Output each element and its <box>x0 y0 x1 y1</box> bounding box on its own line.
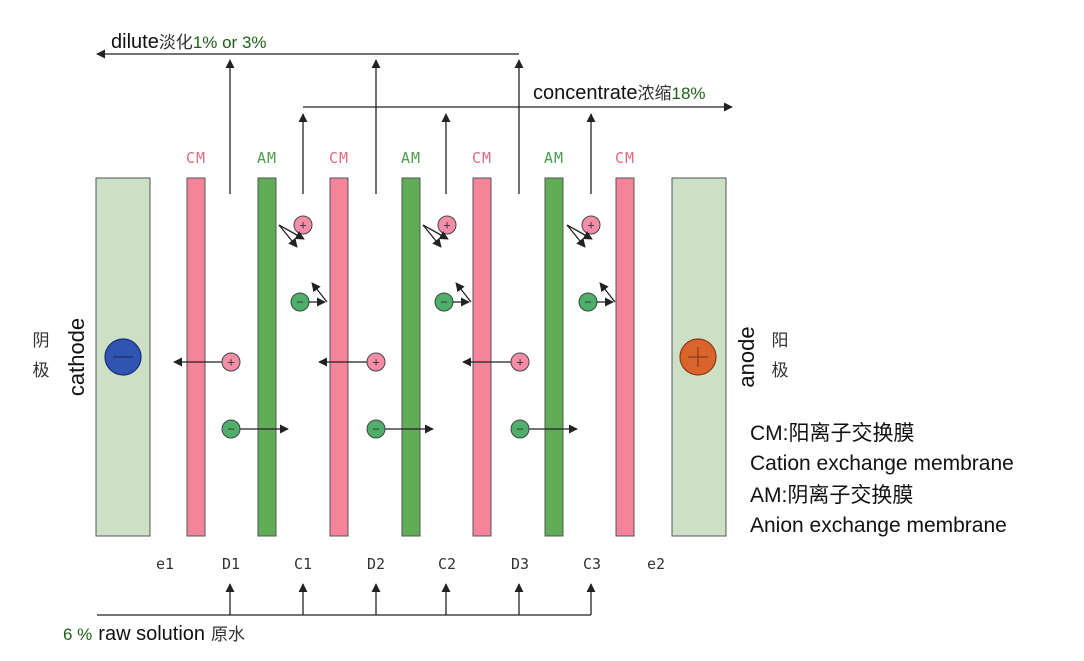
channel-label-e2: e2 <box>647 555 665 573</box>
raw-solution-inlet <box>97 583 596 616</box>
cation-bounce-a-c1 <box>278 224 298 248</box>
cathode-cn-2: 极 <box>33 361 50 380</box>
cation-ion-d2: + <box>366 352 386 372</box>
channel-label-d2: D2 <box>367 555 385 573</box>
cation-ion-d2-sign: + <box>372 355 380 370</box>
raw-solution-label: 6 % raw solution 原水 <box>63 623 245 645</box>
dilute-channel-ions: + − + − + − <box>173 352 578 439</box>
anion-ion-c1: − <box>290 292 310 312</box>
anion-ion-c2-sign: − <box>440 295 448 310</box>
membrane-label-cm-2: CM <box>329 149 349 167</box>
cation-ion-c1-sign: + <box>299 218 307 233</box>
legend-am-en: Anion exchange membrane <box>750 514 1007 537</box>
cation-ion-d1: + <box>221 352 241 372</box>
membranes <box>186 177 635 537</box>
concentrate-label: concentrate浓缩18% <box>533 82 706 104</box>
cation-membrane-3 <box>329 177 349 537</box>
cation-ion-c2: + <box>437 215 457 235</box>
channel-label-c1: C1 <box>294 555 312 573</box>
cation-membrane-5 <box>472 177 492 537</box>
legend: CM:阳离子交换膜 Cation exchange membrane AM:阴离… <box>750 422 1014 537</box>
anion-ion-c2: − <box>434 292 454 312</box>
cathode-cn-1: 阴 <box>33 331 50 350</box>
cation-bounce-a-c3 <box>566 224 586 248</box>
anion-ion-c3: − <box>578 292 598 312</box>
cathode-label: cathode <box>64 318 89 396</box>
cation-ion-c1: + <box>293 215 313 235</box>
concentrate-outlets <box>298 102 733 194</box>
legend-cm: CM:阳离子交换膜 <box>750 422 915 445</box>
anion-ion-d1-sign: − <box>227 422 235 437</box>
anion-ion-c1-sign: − <box>296 295 304 310</box>
channel-label-c2: C2 <box>438 555 456 573</box>
anion-membrane-2 <box>257 177 277 537</box>
anion-ion-d1: − <box>221 419 241 439</box>
dilute-outlets <box>96 49 524 194</box>
anode-label: anode <box>734 326 759 387</box>
anion-ion-d3-sign: − <box>516 422 524 437</box>
legend-am: AM:阴离子交换膜 <box>750 484 913 507</box>
cation-ion-d3-sign: + <box>516 355 524 370</box>
anion-ion-d2-sign: − <box>372 422 380 437</box>
anion-bounce-a-c2 <box>455 282 472 303</box>
membrane-label-cm-4: CM <box>615 149 635 167</box>
membrane-label-am-3: AM <box>544 149 564 167</box>
cation-ion-d1-sign: + <box>227 355 235 370</box>
anion-membrane-4 <box>401 177 421 537</box>
anion-bounce-a-c1 <box>311 282 328 303</box>
channel-label-d1: D1 <box>222 555 240 573</box>
cation-ion-c2-sign: + <box>443 218 451 233</box>
anode-ion <box>679 338 717 376</box>
cathode-ion <box>104 338 142 376</box>
membrane-label-cm-1: CM <box>186 149 206 167</box>
membrane-label-am-1: AM <box>257 149 277 167</box>
anode-cn-2: 极 <box>772 361 789 380</box>
cation-membrane-7 <box>615 177 635 537</box>
cation-bounce-b-c2 <box>422 224 449 240</box>
dilute-label: dilute淡化1% or 3% <box>111 31 267 53</box>
anion-ion-d3: − <box>510 419 530 439</box>
channel-labels: e1 D1 C1 D2 C2 D3 C3 e2 <box>156 555 665 573</box>
channel-label-d3: D3 <box>511 555 529 573</box>
cation-bounce-a-c2 <box>422 224 442 248</box>
cation-bounce-b-c1 <box>278 224 305 240</box>
channel-label-e1: e1 <box>156 555 174 573</box>
cation-ion-c3-sign: + <box>587 218 595 233</box>
cation-membrane-1 <box>186 177 206 537</box>
membrane-labels: CM AM CM AM CM AM CM <box>186 149 635 167</box>
membrane-label-cm-3: CM <box>472 149 492 167</box>
membrane-label-am-2: AM <box>401 149 421 167</box>
anode-cn-1: 阳 <box>772 331 789 350</box>
legend-cm-en: Cation exchange membrane <box>750 452 1014 475</box>
concentrate-channel-ions: + − + − + − <box>278 215 616 312</box>
anion-ion-c3-sign: − <box>584 295 592 310</box>
anion-bounce-a-c3 <box>599 282 616 303</box>
anion-membrane-6 <box>544 177 564 537</box>
channel-label-c3: C3 <box>583 555 601 573</box>
cation-ion-d3: + <box>510 352 530 372</box>
cation-bounce-b-c3 <box>566 224 593 240</box>
anion-ion-d2: − <box>366 419 386 439</box>
cation-ion-c3: + <box>581 215 601 235</box>
